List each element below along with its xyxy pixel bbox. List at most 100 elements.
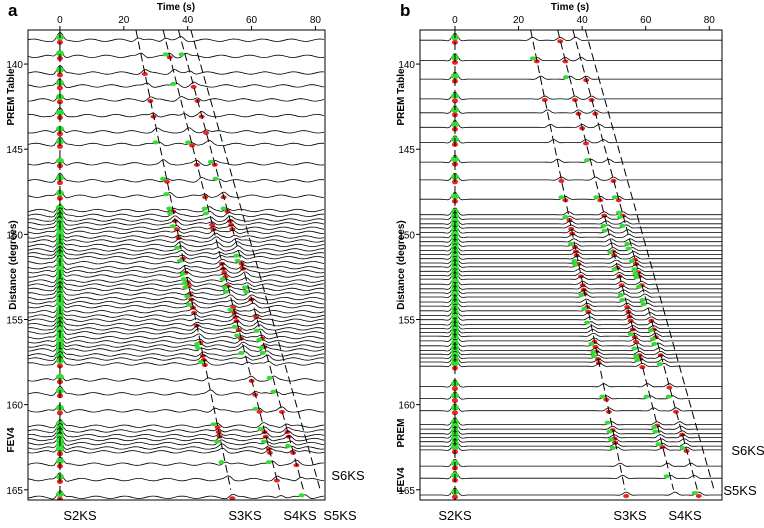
phase-label: S5KS [723, 483, 757, 498]
trace [420, 321, 722, 330]
trace [420, 255, 722, 264]
trace-fill [179, 272, 186, 277]
trace-fill [56, 85, 63, 91]
x-tick-label: 40 [182, 15, 194, 26]
trace-fill [222, 289, 229, 294]
trace [28, 295, 325, 305]
trace-fill [141, 72, 148, 77]
trace-fill [55, 458, 64, 465]
trace [420, 192, 722, 201]
trace [28, 31, 325, 43]
trace [28, 230, 325, 239]
trace-fill [695, 493, 702, 498]
trace-fill [241, 285, 248, 290]
trace [28, 309, 325, 319]
trace-fill [635, 284, 642, 289]
trace [420, 72, 722, 81]
trace-fill [214, 439, 221, 444]
trace-fill [56, 363, 63, 369]
phase-label: S2KS [63, 508, 97, 523]
trace [420, 299, 722, 308]
model-label: PREM Table [6, 68, 17, 125]
trace [28, 234, 325, 243]
trace [420, 347, 722, 356]
trace [28, 385, 325, 396]
trace-fill [56, 180, 63, 186]
trace [420, 434, 722, 443]
trace [28, 426, 325, 438]
trace-fill [601, 228, 608, 233]
panel-label: a [8, 1, 18, 20]
trace [28, 203, 325, 213]
trace-fill [259, 350, 266, 355]
trace-fill [633, 354, 640, 359]
trace [420, 295, 722, 303]
trace-fill [665, 394, 672, 399]
trace-fill [672, 409, 679, 414]
trace-fill [256, 409, 263, 414]
trace-fill [266, 375, 273, 380]
trace [28, 290, 325, 301]
model-label: PREM [396, 419, 407, 448]
trace-fill [218, 460, 225, 465]
trace-fill [231, 324, 238, 329]
trace-fill [209, 222, 216, 227]
trace [420, 285, 722, 294]
trace [420, 225, 722, 234]
trace [420, 234, 722, 243]
trace [420, 272, 722, 281]
trace-fill [163, 192, 170, 197]
trace [420, 155, 722, 164]
x-tick-label: 60 [246, 15, 258, 26]
y-axis-title: Distance (degrees) [8, 220, 19, 309]
plot-frame [419, 29, 723, 501]
trace-fill [210, 422, 217, 427]
trace-fill [572, 262, 579, 267]
y-tick-label: 160 [398, 401, 415, 412]
trace-fill [55, 491, 64, 498]
trace [420, 487, 722, 496]
trace [420, 33, 722, 42]
trace [28, 93, 325, 102]
trace [28, 254, 325, 265]
trace [420, 343, 722, 352]
trace-fill [203, 211, 210, 216]
trace [28, 350, 325, 362]
trace [420, 355, 722, 364]
trace [28, 157, 325, 166]
trace [420, 289, 722, 298]
trace [420, 207, 722, 216]
trace [420, 426, 722, 435]
y-tick-label: 155 [398, 315, 415, 326]
trace-fill [243, 289, 250, 294]
trace-fill [624, 241, 631, 246]
trace-fill [214, 425, 221, 430]
trace-fill [541, 97, 548, 102]
x-tick-label: 60 [640, 15, 652, 26]
trace [420, 325, 722, 334]
model-label: PREM Table [396, 68, 407, 125]
trace [28, 431, 325, 442]
phase-line [162, 30, 280, 490]
trace [28, 125, 325, 134]
trace-fill [234, 258, 241, 263]
trace-fill [257, 426, 264, 431]
trace [420, 264, 722, 273]
trace [420, 91, 722, 100]
trace-fill [601, 213, 608, 218]
trace-fill [617, 292, 624, 297]
trace-fill [451, 59, 458, 65]
trace [420, 430, 722, 439]
trace-fill [651, 341, 658, 346]
x-axis-title: Time (s) [157, 2, 195, 13]
trace [420, 442, 722, 451]
trace-fill [619, 297, 626, 302]
trace-fill [650, 336, 657, 341]
trace [420, 317, 722, 326]
panel-label: b [400, 1, 410, 20]
trace-fill [55, 157, 64, 164]
trace-fill [593, 195, 600, 200]
trace [420, 53, 722, 62]
trace [420, 277, 722, 286]
trace [420, 211, 722, 220]
